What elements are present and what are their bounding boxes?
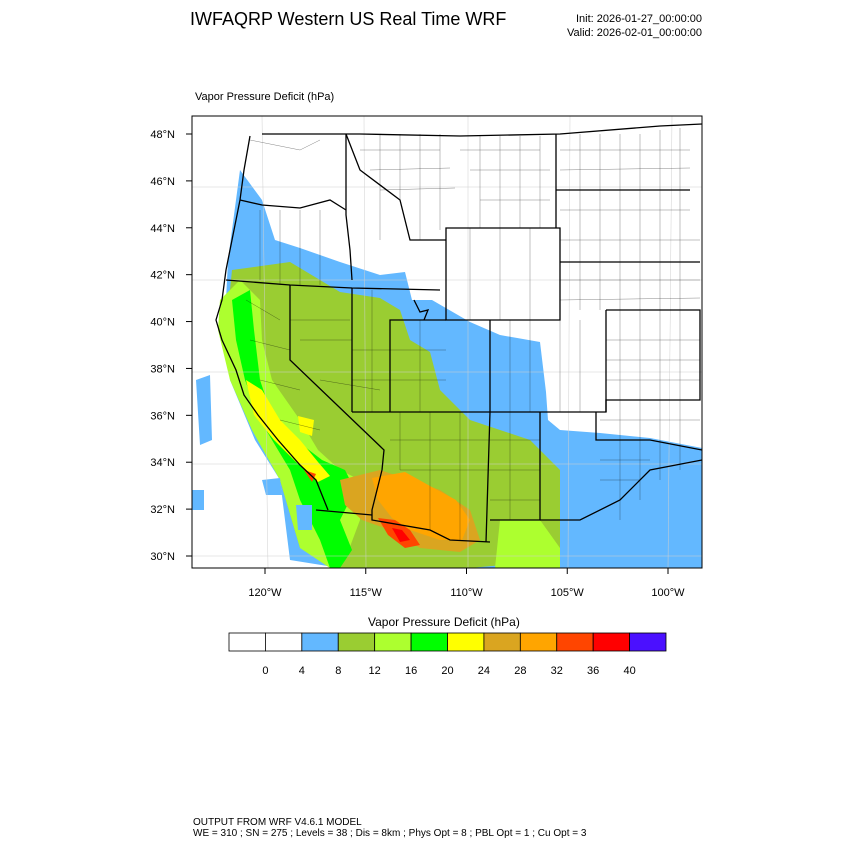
state-boundaries bbox=[215, 123, 702, 543]
field-label: Vapor Pressure Deficit (hPa) bbox=[195, 91, 335, 103]
lat-tick-label: 36°N bbox=[150, 410, 175, 422]
legend-tick-label: 32 bbox=[551, 665, 563, 677]
legend-title: Vapor Pressure Deficit (hPa) bbox=[368, 615, 520, 629]
lat-tick-label: 40°N bbox=[150, 317, 175, 329]
legend-swatch bbox=[374, 632, 412, 652]
vpd-band-28-32 bbox=[372, 472, 470, 540]
legend-swatch bbox=[447, 632, 485, 652]
lon-tick-label: 110°W bbox=[450, 587, 483, 599]
legend-tick-label: 28 bbox=[514, 665, 526, 677]
lat-tick-label: 42°N bbox=[150, 270, 175, 282]
legend-swatch bbox=[483, 632, 521, 652]
county-lines bbox=[245, 128, 701, 540]
legend-tick-label: 40 bbox=[623, 665, 635, 677]
vpd-offshore-patches bbox=[192, 375, 312, 530]
latitude-axis: 30°N 32°N 34°N 36°N 38°N 40°N 42°N 44°N 46°N 48°N bbox=[150, 129, 192, 563]
longitude-axis: 120°W 115°W 110°W 105°W 100°W bbox=[248, 568, 685, 599]
lat-tick-label: 30°N bbox=[150, 551, 175, 563]
legend-swatch bbox=[410, 632, 448, 652]
vpd-band-32-36 bbox=[304, 470, 420, 548]
legend-tick-label: 24 bbox=[478, 665, 490, 677]
legend-swatch bbox=[337, 632, 376, 652]
legend-swatch bbox=[301, 632, 339, 652]
legend-tick-label: 16 bbox=[405, 665, 417, 677]
vpd-band-20-24 bbox=[246, 380, 330, 482]
lon-tick-label: 100°W bbox=[651, 587, 685, 599]
vpd-field bbox=[192, 170, 702, 568]
legend-tick-label: 8 bbox=[335, 665, 341, 677]
init-time: Init: 2026-01-27_00:00:00 bbox=[576, 13, 702, 25]
lat-tick-label: 44°N bbox=[150, 223, 175, 235]
plot-title: IWFAQRP Western US Real Time WRF bbox=[190, 9, 507, 29]
legend-tick-label: 36 bbox=[587, 665, 599, 677]
legend-swatch bbox=[592, 632, 630, 652]
vpd-band-16-20 bbox=[232, 290, 355, 568]
legend-tick-label: 0 bbox=[262, 665, 268, 677]
model-info-line1: OUTPUT FROM WRF V4.6.1 MODEL bbox=[193, 817, 362, 828]
legend-tick-label: 20 bbox=[441, 665, 453, 677]
lat-tick-label: 34°N bbox=[150, 457, 175, 469]
lon-tick-label: 120°W bbox=[248, 587, 282, 599]
lon-tick-label: 105°W bbox=[551, 587, 585, 599]
map-frame bbox=[191, 115, 703, 569]
legend-swatch bbox=[556, 632, 594, 652]
label-bar: 0 4 8 12 16 20 24 28 32 36 40 bbox=[228, 632, 667, 677]
legend-tick-label: 12 bbox=[369, 665, 381, 677]
legend-swatch bbox=[629, 632, 667, 652]
legend-swatch bbox=[265, 632, 303, 652]
legend-swatch bbox=[228, 632, 266, 652]
valid-time: Valid: 2026-02-01_00:00:00 bbox=[567, 27, 702, 39]
legend-tick-label: 4 bbox=[299, 665, 305, 677]
lat-tick-label: 32°N bbox=[150, 504, 175, 516]
legend-swatch bbox=[519, 632, 558, 652]
lat-tick-label: 46°N bbox=[150, 176, 175, 188]
lon-tick-label: 115°W bbox=[350, 587, 383, 599]
lat-tick-label: 38°N bbox=[150, 363, 175, 375]
graticule bbox=[192, 116, 702, 568]
model-info-line2: WE = 310 ; SN = 275 ; Levels = 38 ; Dis … bbox=[193, 828, 587, 839]
vpd-band-36-40 bbox=[392, 528, 410, 542]
lat-tick-label: 48°N bbox=[150, 129, 175, 141]
